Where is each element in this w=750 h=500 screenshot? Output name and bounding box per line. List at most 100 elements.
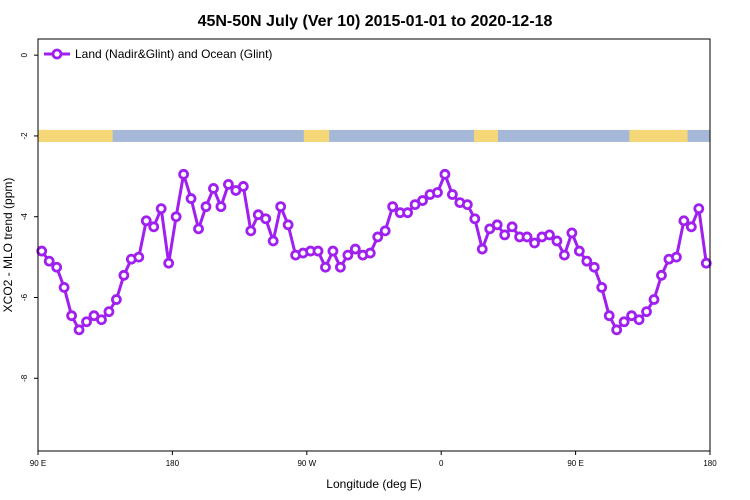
x-tick-label: 180: [166, 459, 180, 468]
data-point: [499, 229, 511, 241]
ocean-band: [38, 129, 710, 142]
data-point: [588, 261, 600, 273]
data-point: [551, 235, 563, 247]
data-point: [544, 229, 555, 241]
data-point: [133, 251, 145, 263]
data-point: [282, 219, 294, 231]
y-axis-label: XCO2 - MLO trend (ppm): [1, 178, 15, 313]
data-point: [148, 221, 160, 233]
data-point: [603, 310, 615, 322]
y-axis: 0 -2 -4 -6 -8: [20, 52, 38, 382]
legend-label: Land (Nadir&Glint) and Ocean (Glint): [75, 47, 272, 61]
data-point: [349, 243, 361, 255]
data-point: [432, 187, 443, 198]
land-ocean-mask: [38, 129, 710, 142]
chart-title: 45N-50N July (Ver 10) 2015-01-01 to 2020…: [198, 13, 553, 30]
data-point: [446, 189, 458, 200]
data-point: [641, 306, 652, 318]
data-point: [36, 245, 48, 257]
land-band: [629, 129, 688, 142]
data-point: [506, 221, 518, 233]
data-point: [334, 261, 346, 273]
data-point: [618, 316, 630, 328]
data-point: [58, 282, 70, 293]
x-tick-label: 90 E: [30, 459, 46, 468]
data-point: [208, 183, 219, 194]
data-point: [260, 213, 272, 225]
data-point: [96, 314, 107, 326]
x-tick-label: 180: [703, 459, 717, 468]
y-tick-label: -8: [20, 374, 29, 382]
x-axis-label: Longitude (deg E): [326, 477, 421, 491]
data-point: [43, 255, 55, 267]
data-point: [491, 219, 503, 231]
data-point: [700, 257, 712, 269]
data-point: [596, 282, 608, 293]
y-tick-label: 0: [20, 52, 29, 57]
data-point: [678, 215, 690, 227]
land-band: [474, 129, 498, 142]
land-band: [38, 129, 113, 142]
data-point: [103, 306, 115, 318]
y-tick-label: -2: [20, 132, 29, 140]
data-point: [566, 227, 578, 239]
data-point: [327, 245, 339, 257]
data-point: [439, 168, 451, 180]
data-point: [611, 324, 623, 336]
data-point: [193, 223, 204, 235]
data-point: [245, 225, 257, 237]
data-point: [140, 215, 152, 227]
data-point: [237, 181, 249, 192]
data-point: [559, 249, 570, 261]
data-point: [633, 314, 645, 326]
y-tick-label: -6: [20, 293, 29, 301]
data-point: [275, 201, 287, 213]
series-layer: [36, 168, 712, 336]
x-tick-label: 90 E: [567, 459, 583, 468]
x-axis: 90 E 180 90 W 0 90 E 180: [30, 451, 717, 468]
land-band: [303, 129, 330, 142]
data-point: [656, 269, 667, 281]
legend-marker: [51, 48, 63, 60]
data-point: [320, 261, 331, 273]
data-point: [66, 310, 77, 322]
data-point: [185, 193, 197, 204]
data-point: [671, 251, 682, 263]
x-tick-label: 0: [439, 459, 444, 468]
legend: Land (Nadir&Glint) and Ocean (Glint): [44, 47, 272, 61]
data-point: [648, 294, 660, 305]
data-point: [178, 168, 190, 180]
plot-frame: [37, 38, 711, 452]
data-point: [312, 245, 324, 257]
y-tick-label: -4: [20, 213, 29, 221]
data-point: [521, 231, 533, 243]
data-point: [387, 201, 399, 213]
data-point: [461, 199, 473, 211]
data-point: [170, 211, 182, 223]
data-point: [372, 231, 384, 243]
data-point: [417, 195, 428, 206]
data-point: [529, 237, 540, 249]
data-point: [51, 261, 63, 273]
data-point: [118, 269, 130, 281]
data-point: [379, 225, 391, 237]
data-point: [573, 245, 585, 257]
data-point: [476, 243, 488, 255]
data-point: [73, 324, 85, 336]
data-point: [342, 249, 354, 261]
x-tick-label: 90 W: [297, 459, 316, 468]
data-point: [693, 203, 705, 215]
data-point: [111, 294, 122, 305]
data-point: [267, 235, 279, 247]
data-point: [155, 203, 167, 215]
data-point: [364, 247, 376, 259]
data-point: [215, 201, 227, 213]
data-point: [200, 201, 212, 213]
data-point: [685, 221, 697, 233]
data-point: [581, 255, 593, 267]
data-point: [163, 257, 175, 269]
data-point: [81, 316, 92, 328]
data-point: [469, 213, 481, 225]
